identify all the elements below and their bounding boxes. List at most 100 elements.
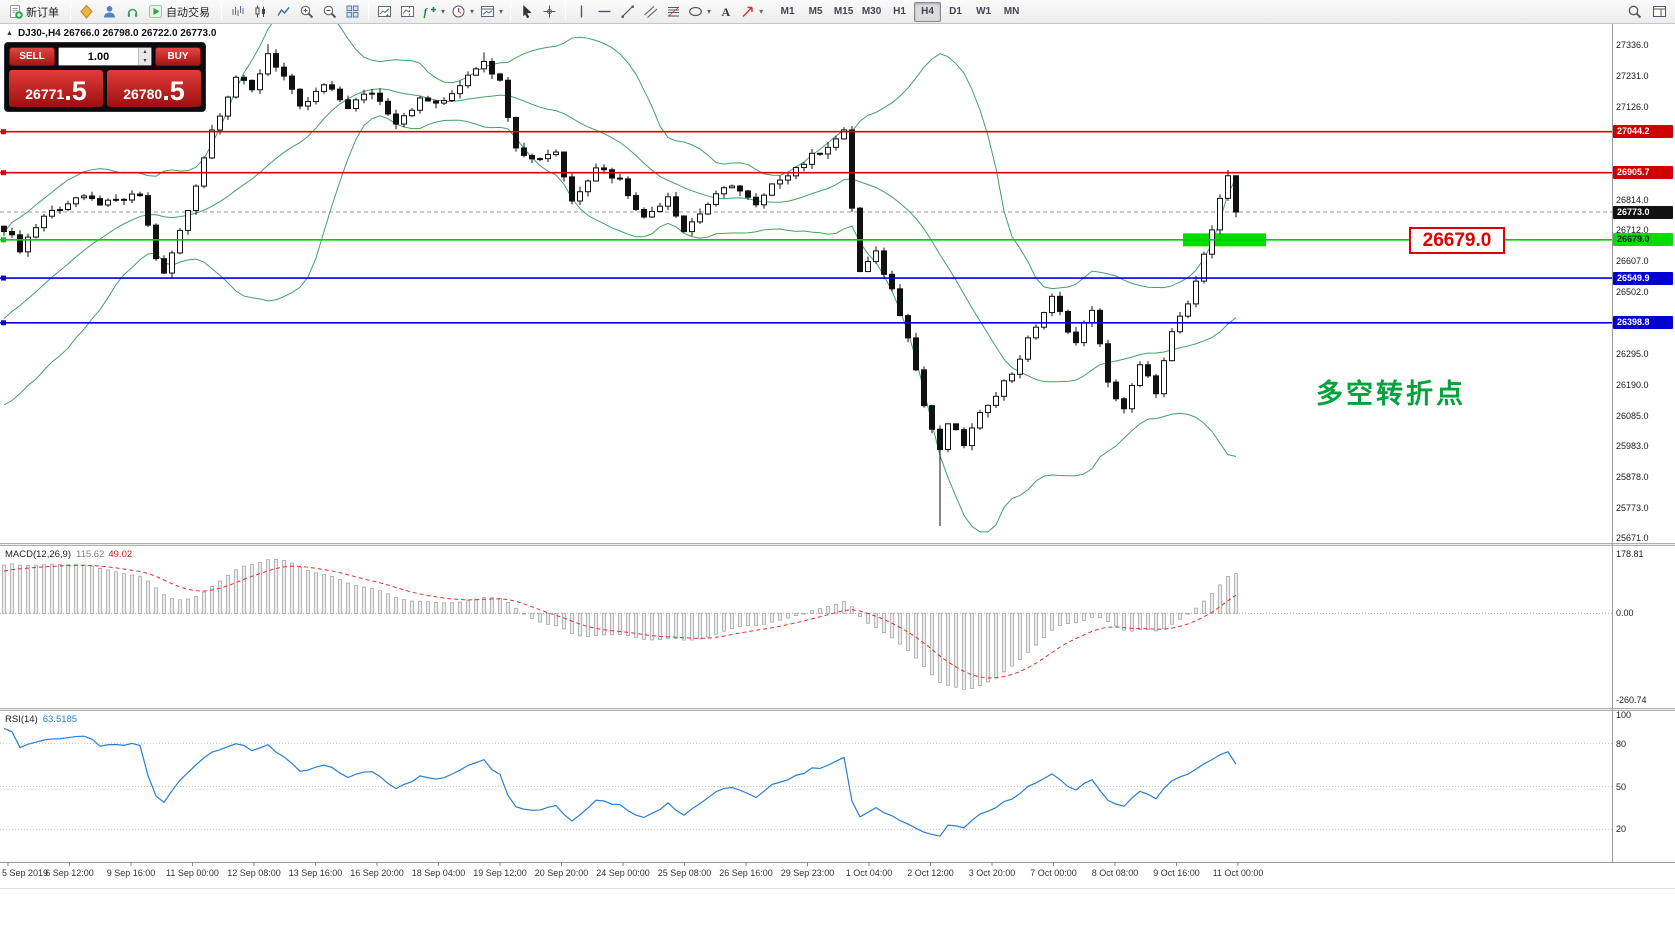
toolbar-separator: [368, 3, 369, 20]
text-button[interactable]: A: [714, 1, 737, 22]
crosshair-icon: [542, 4, 557, 19]
window-icon: [1652, 4, 1667, 19]
gold-icon-button[interactable]: [75, 1, 98, 22]
timeframe-m1-button[interactable]: M1: [774, 2, 801, 22]
chart-annotation-text[interactable]: 多空转折点: [1316, 379, 1466, 409]
headset-icon: [125, 4, 140, 19]
volume-spinner: ▴ ▾: [138, 48, 151, 65]
rsi-panel: [0, 727, 1612, 837]
zoom-in-button[interactable]: [295, 1, 318, 22]
sell-price-display[interactable]: 26771.5: [9, 70, 103, 107]
horizontal-line-button[interactable]: [593, 1, 616, 22]
timeframe-w1-button[interactable]: W1: [970, 2, 997, 22]
timeframe-h1-button[interactable]: H1: [886, 2, 913, 22]
arrow-icon: [740, 4, 755, 19]
macd-indicator-label: MACD(12,26,9) 115.62 49.02: [5, 549, 132, 560]
auto-trading-button[interactable]: 自动交易: [144, 1, 217, 22]
price-callout-box[interactable]: 26679.0: [1409, 227, 1505, 254]
time-axis-label: 2 Oct 12:00: [907, 868, 954, 878]
new-order-button-label: 新订单: [26, 6, 59, 19]
chart-shift-button[interactable]: [396, 1, 419, 22]
sell-price-fraction: .5: [64, 76, 87, 106]
timeframe-d1-button[interactable]: D1: [942, 2, 969, 22]
main-plot: [0, 24, 1612, 533]
auto-scroll-button[interactable]: [373, 1, 396, 22]
fx-icon: f: [422, 4, 437, 19]
sell-button[interactable]: SELL: [9, 47, 55, 66]
one-click-trade-panel: SELL ▴ ▾ BUY 26771.5 26780.5: [4, 42, 206, 112]
buy-price-display[interactable]: 26780.5: [107, 70, 201, 107]
macd-signal-line: [3, 564, 1237, 679]
candles-icon: [253, 4, 268, 19]
new-order-button[interactable]: 新订单: [4, 1, 66, 22]
template-icon: [480, 4, 495, 19]
shapes-button[interactable]: ▾: [685, 1, 714, 22]
rsi-line: [3, 727, 1237, 837]
time-axis-label: 26 Sep 16:00: [719, 868, 773, 878]
macd-title: MACD(12,26,9): [5, 549, 71, 560]
vline-icon: [574, 4, 589, 19]
buy-price-fraction: .5: [162, 76, 185, 106]
indicators-button[interactable]: f ▾: [419, 1, 448, 22]
time-axis-label: 6 Sep 12:00: [45, 868, 94, 878]
rsi-indicator-label: RSI(14) 63.5185: [5, 714, 77, 725]
timeframe-m5-button[interactable]: M5: [802, 2, 829, 22]
bars-icon: [230, 4, 245, 19]
volume-up-button[interactable]: ▴: [139, 48, 151, 57]
play-icon: [148, 4, 163, 19]
time-axis-label: 24 Sep 00:00: [596, 868, 650, 878]
periods-button[interactable]: ▾: [448, 1, 477, 22]
account-icon-button[interactable]: [98, 1, 121, 22]
zoom-out-button[interactable]: [318, 1, 341, 22]
time-axis-label: 29 Sep 23:00: [780, 868, 835, 878]
timeframe-mn-button[interactable]: MN: [998, 2, 1025, 22]
time-axis-label: 12 Sep 08:00: [227, 868, 281, 878]
time-axis-label: 3 Oct 20:00: [968, 868, 1016, 878]
candle-chart-button[interactable]: [249, 1, 272, 22]
support-icon-button[interactable]: [121, 1, 144, 22]
panels-button[interactable]: [1648, 1, 1671, 22]
channel-button[interactable]: [639, 1, 662, 22]
crosshair-button[interactable]: [538, 1, 561, 22]
search-button[interactable]: [1623, 1, 1646, 22]
main-toolbar: 新订单 自动交易 f ▾ ▾ ▾ ▾ A ▾ M1 M5 M15 M30 H1 H4 D1 W1 MN: [0, 0, 1675, 24]
time-axis-label: 7 Oct 00:00: [1030, 868, 1077, 878]
time-axis-label: 9 Sep 16:00: [106, 868, 156, 878]
rsi-title: RSI(14): [5, 714, 38, 725]
time-axis-label: 9 Oct 16:00: [1153, 868, 1200, 878]
cursor-button[interactable]: [515, 1, 538, 22]
time-axis-label: 16 Sep 20:00: [350, 868, 404, 878]
text-icon: A: [718, 4, 733, 19]
volume-control: ▴ ▾: [58, 47, 152, 66]
time-axis-label: 8 Oct 08:00: [1091, 868, 1139, 878]
fibonacci-button[interactable]: [662, 1, 685, 22]
timeframe-m30-button[interactable]: M30: [858, 2, 885, 22]
sell-price-main: 26771: [25, 86, 65, 102]
timeframe-h4-button[interactable]: H4: [914, 1, 942, 22]
vertical-line-button[interactable]: [570, 1, 593, 22]
svg-text:f: f: [424, 7, 429, 19]
dropdown-arrow-icon: ▾: [470, 7, 475, 16]
volume-input[interactable]: [59, 48, 138, 65]
dropdown-arrow-icon: ▾: [759, 7, 764, 16]
new-order-icon: [8, 4, 23, 19]
trendline-button[interactable]: [616, 1, 639, 22]
arrow-tools-button[interactable]: ▾: [737, 1, 766, 22]
tile-windows-button[interactable]: [341, 1, 364, 22]
templates-button[interactable]: ▾: [477, 1, 506, 22]
channel-icon: [643, 4, 658, 19]
toolbar-separator: [221, 3, 222, 20]
time-axis-label: 19 Sep 12:00: [473, 868, 527, 878]
bollinger-band-line: [3, 88, 1237, 383]
svg-text:A: A: [722, 5, 731, 19]
volume-down-button[interactable]: ▾: [139, 56, 151, 65]
line-chart-button[interactable]: [272, 1, 295, 22]
shapes-icon: [688, 4, 703, 19]
user-icon: [102, 4, 117, 19]
buy-button[interactable]: BUY: [155, 47, 201, 66]
timeframe-m15-button[interactable]: M15: [830, 2, 857, 22]
trade-panel-collapse-icon[interactable]: ▲: [6, 30, 13, 37]
bar-chart-button[interactable]: [226, 1, 249, 22]
